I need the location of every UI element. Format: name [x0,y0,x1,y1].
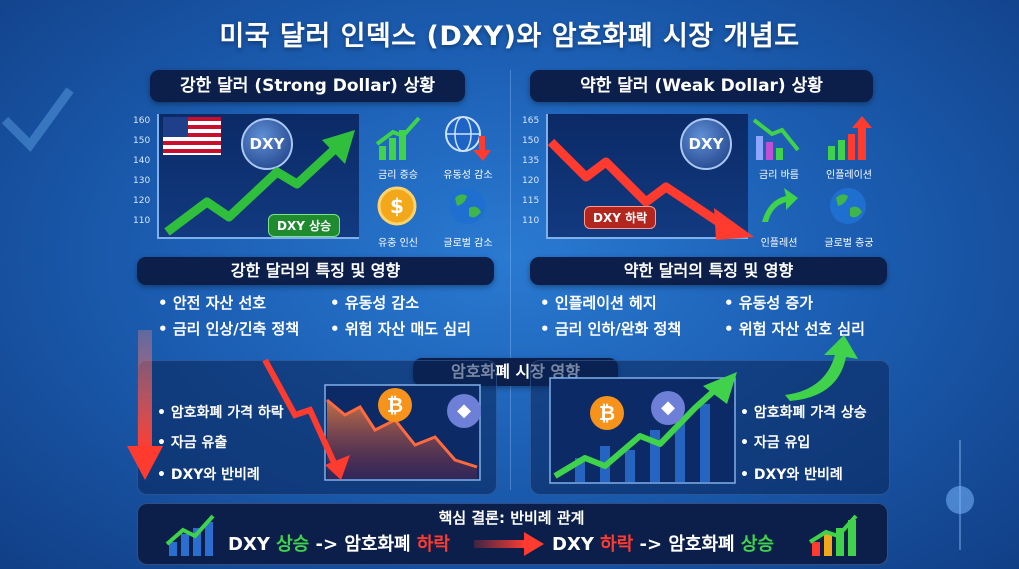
red-down-arrow [127,330,163,480]
bitcoin-icon: ₿ [590,396,624,430]
y-tick: 150 [522,136,540,146]
feature-item: • 유동성 감소 [330,294,420,312]
icon-label: 글로벌 층궁 [824,238,874,249]
crypto-bullet: • 자금 유출 [157,435,228,451]
dxy-badge: DXY [680,118,732,170]
crypto-bullet: • DXY와 반비례 [740,467,843,483]
conclusion-title: 핵심 결론: 반비례 관계 [438,509,585,527]
crypto-bullet: • 암호화폐 가격 상승 [740,405,867,421]
crypto-bullet: • DXY와 반비례 [157,467,260,483]
globe-icon [830,188,866,224]
globe-down-icon [445,116,491,161]
y-tick: 140 [133,156,151,166]
feature-item: • 금리 인하/완화 정책 [540,320,682,338]
check-mark-decoration [1,87,74,152]
weak-dollar-header: 약한 달러 (Weak Dollar) 상황 [530,70,873,102]
icon-label: 유충 인신 [378,238,418,249]
weak-features-header: 약한 달러의 특징 및 영향 [530,257,887,285]
y-tick: 110 [133,216,151,226]
dollar-coin-icon: $ [377,186,417,226]
strong-dollar-header: 강한 달러 (Strong Dollar) 상황 [150,70,465,102]
icon-label: 인플레이션 [826,170,872,181]
feature-item: • 유동성 증가 [724,294,814,312]
center-divider [510,70,511,490]
icon-label: 금리 증승 [378,170,418,181]
ethereum-icon: ◆ [651,391,685,425]
feature-item: • 인플레이션 헤지 [540,294,657,312]
strong-dxy-chart: 160 150 140 130 120 110 DXY DXY 상승 [133,112,363,247]
us-flag-icon [163,117,221,155]
y-tick: 120 [133,196,151,206]
weak-dxy-chart: 165 150 135 120 115 110 DXY DXY 하락 [522,112,754,247]
bar-up-icon [808,514,858,556]
y-tick: 150 [133,136,151,146]
icon-label: 유동성 감소 [443,170,493,181]
red-right-arrow [474,532,544,556]
dxy-falling-arrow [547,138,754,240]
weak-icon-grid: 금리 바름 인플레이션 인플레션 글로벌 층궁 [744,112,894,252]
strong-features-header: 강한 달러의 특징 및 영향 [137,257,494,285]
feature-item: • 금리 인상/긴축 정책 [158,320,300,338]
svg-text:$: $ [390,194,404,218]
globe-icon [449,188,485,224]
conclusion-right-statement: DXY 하락 -> 암호화폐 상승 [552,534,774,555]
conclusion-left-statement: DXY 상승 -> 암호화폐 하락 [228,534,450,555]
feature-item: • 위험 자산 매도 심리 [330,320,471,338]
dxy-down-tag: DXY 하락 [584,206,657,229]
crypto-bullet: • 암호화폐 가격 하락 [157,405,284,421]
bar-up-icon [165,514,215,556]
bar-down-icon [752,118,800,160]
dxy-up-tag: DXY 상승 [268,214,341,237]
y-tick: 165 [522,116,540,126]
conclusion-panel [137,503,888,565]
y-tick: 135 [522,156,540,166]
strong-y-axis: 160 150 140 130 120 110 [133,112,153,242]
y-tick: 110 [522,216,540,226]
dxy-badge: DXY [241,118,293,170]
y-tick: 120 [522,176,540,186]
strong-icon-grid: 금리 증승 유동성 감소 $ 유충 인신 글로벌 감소 [363,112,513,252]
y-tick: 115 [522,196,540,206]
ethereum-icon: ◆ [447,394,481,428]
weak-y-axis: 165 150 135 120 115 110 [522,112,542,242]
feature-item: • 안전 자산 선호 [158,294,267,312]
icon-label: 글로벌 감소 [443,238,493,249]
green-curved-up-arrow [785,335,858,401]
crypto-rising-chart [549,372,737,484]
bitcoin-icon: ₿ [378,388,412,422]
icon-label: 금리 바름 [759,170,799,181]
bar-up-icon [375,116,421,160]
crypto-bullet: • 자금 유입 [740,435,811,451]
y-tick: 160 [133,116,151,126]
icon-label: 인플레션 [760,238,798,249]
inflation-bar-icon [828,116,872,160]
orb-decoration [946,440,974,550]
feature-item: • 위험 자산 선호 심리 [724,320,865,338]
dxy-rising-arrow [164,130,355,236]
page-title: 미국 달러 인덱스 (DXY)와 암호화폐 시장 개념도 [219,21,800,52]
arrow-up-icon [762,188,798,222]
y-tick: 130 [133,176,151,186]
